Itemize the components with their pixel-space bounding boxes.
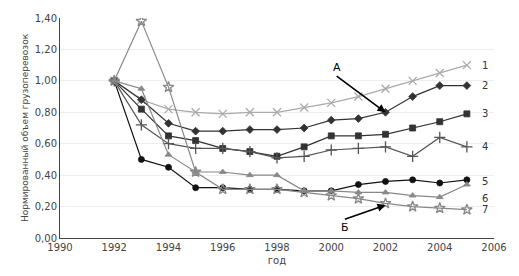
svg-text:4: 4 (482, 141, 488, 152)
svg-text:2: 2 (482, 80, 488, 91)
svg-text:6: 6 (482, 193, 488, 204)
svg-text:А: А (333, 61, 341, 74)
svg-text:год: год (268, 255, 286, 266)
svg-text:2004: 2004 (427, 242, 452, 253)
svg-text:Б: Б (341, 221, 349, 234)
svg-text:0,60: 0,60 (35, 138, 57, 149)
svg-text:1,20: 1,20 (35, 44, 57, 55)
svg-text:0,40: 0,40 (35, 170, 57, 181)
svg-text:7: 7 (482, 204, 488, 215)
svg-text:2000: 2000 (319, 242, 344, 253)
svg-text:1992: 1992 (102, 242, 127, 253)
svg-text:0,00: 0,00 (35, 233, 57, 244)
svg-text:1996: 1996 (210, 242, 235, 253)
svg-text:0,20: 0,20 (35, 201, 57, 212)
svg-text:1,40: 1,40 (35, 13, 57, 24)
svg-text:1: 1 (482, 60, 488, 71)
svg-text:0,80: 0,80 (35, 107, 57, 118)
svg-text:1990: 1990 (47, 242, 72, 253)
svg-text:2006: 2006 (481, 242, 506, 253)
svg-text:2002: 2002 (373, 242, 398, 253)
svg-text:3: 3 (482, 108, 488, 119)
svg-text:1,00: 1,00 (35, 75, 57, 86)
svg-text:1998: 1998 (264, 242, 289, 253)
svg-text:Нормированный объем грузоперев: Нормированный объем грузоперевозок (20, 33, 30, 222)
svg-text:5: 5 (482, 176, 488, 187)
svg-text:1994: 1994 (156, 242, 181, 253)
